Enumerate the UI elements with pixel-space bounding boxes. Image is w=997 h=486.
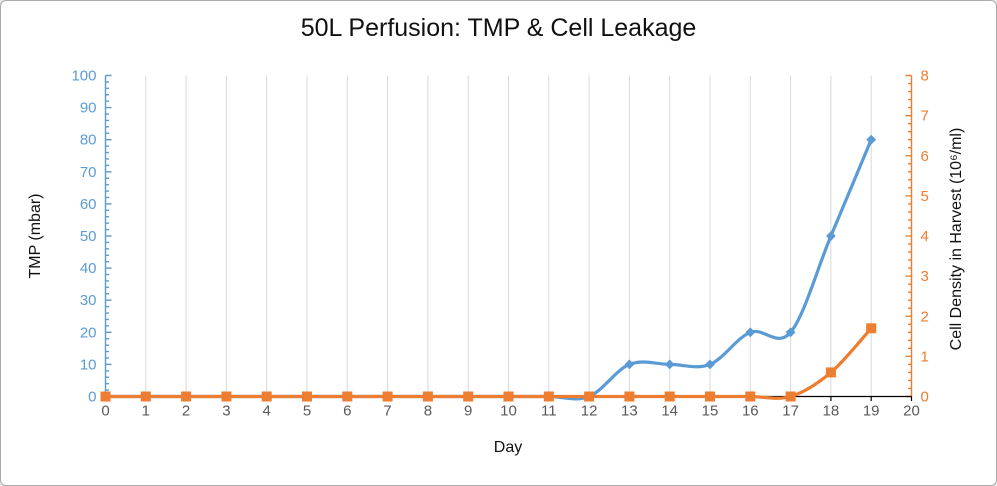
- square-marker: [140, 391, 151, 402]
- x-axis-title: Day: [493, 439, 523, 456]
- right-axis: 0 1 2 3 4 5 6 7 8: [905, 68, 929, 406]
- svg-text:50: 50: [80, 228, 97, 245]
- svg-text:11: 11: [541, 403, 557, 420]
- svg-text:60: 60: [80, 196, 97, 213]
- svg-text:7: 7: [921, 108, 929, 125]
- svg-text:9: 9: [464, 403, 472, 420]
- svg-text:0: 0: [88, 389, 96, 406]
- square-marker: [342, 391, 353, 402]
- svg-text:90: 90: [80, 100, 97, 117]
- square-marker: [745, 391, 756, 402]
- svg-text:2: 2: [182, 403, 190, 420]
- svg-text:30: 30: [80, 292, 97, 309]
- svg-text:1: 1: [142, 403, 150, 420]
- svg-text:5: 5: [921, 188, 929, 205]
- left-axis: 0 10 20 30 40 50 60 70 80 90 100: [71, 68, 112, 406]
- diamond-marker: [745, 327, 756, 338]
- svg-text:4: 4: [263, 403, 271, 420]
- svg-text:18: 18: [823, 403, 840, 420]
- svg-text:0: 0: [921, 389, 929, 406]
- svg-text:6: 6: [343, 403, 351, 420]
- svg-text:2: 2: [921, 308, 929, 325]
- square-marker: [866, 323, 877, 334]
- series-cell-density-in-harvest: [100, 323, 877, 402]
- diamond-marker: [866, 134, 877, 145]
- svg-text:8: 8: [921, 68, 929, 85]
- svg-text:16: 16: [742, 403, 759, 420]
- chart-title: 50L Perfusion: TMP & Cell Leakage: [300, 14, 697, 42]
- square-marker: [785, 391, 796, 402]
- series-tmp: [100, 134, 877, 402]
- svg-text:12: 12: [581, 403, 598, 420]
- square-marker: [705, 391, 715, 402]
- svg-text:3: 3: [921, 268, 929, 285]
- square-marker: [302, 391, 312, 402]
- svg-text:20: 20: [80, 324, 97, 341]
- svg-text:7: 7: [383, 403, 391, 420]
- svg-text:8: 8: [424, 403, 432, 420]
- square-marker: [261, 391, 272, 402]
- svg-text:100: 100: [71, 68, 96, 85]
- square-marker: [422, 391, 433, 402]
- svg-text:19: 19: [863, 403, 880, 420]
- svg-text:40: 40: [80, 260, 97, 277]
- square-marker: [825, 367, 836, 378]
- diamond-marker: [664, 359, 675, 370]
- svg-text:70: 70: [80, 164, 97, 181]
- svg-text:6: 6: [921, 148, 929, 165]
- svg-text:1: 1: [921, 348, 929, 365]
- svg-text:3: 3: [222, 403, 230, 420]
- svg-text:13: 13: [621, 403, 638, 420]
- diamond-marker: [826, 231, 836, 241]
- svg-text:15: 15: [702, 403, 719, 420]
- svg-text:20: 20: [903, 403, 920, 420]
- svg-text:5: 5: [303, 403, 311, 420]
- svg-text:4: 4: [921, 228, 929, 245]
- square-marker: [463, 391, 474, 402]
- square-marker: [221, 391, 232, 402]
- diamond-marker: [705, 359, 715, 370]
- square-marker: [181, 391, 192, 402]
- square-marker: [664, 391, 675, 402]
- svg-text:80: 80: [80, 132, 97, 149]
- svg-text:17: 17: [782, 403, 799, 420]
- square-marker: [584, 391, 595, 402]
- svg-text:14: 14: [661, 403, 678, 420]
- diamond-marker: [785, 327, 796, 338]
- svg-text:10: 10: [500, 403, 517, 420]
- square-marker: [543, 391, 554, 402]
- diamond-marker: [624, 359, 635, 370]
- square-marker: [503, 391, 514, 402]
- svg-text:10: 10: [80, 356, 97, 373]
- square-marker: [624, 391, 635, 402]
- svg-text:0: 0: [101, 403, 109, 420]
- square-marker: [100, 391, 111, 402]
- gridlines: [145, 75, 912, 397]
- square-marker: [382, 391, 393, 402]
